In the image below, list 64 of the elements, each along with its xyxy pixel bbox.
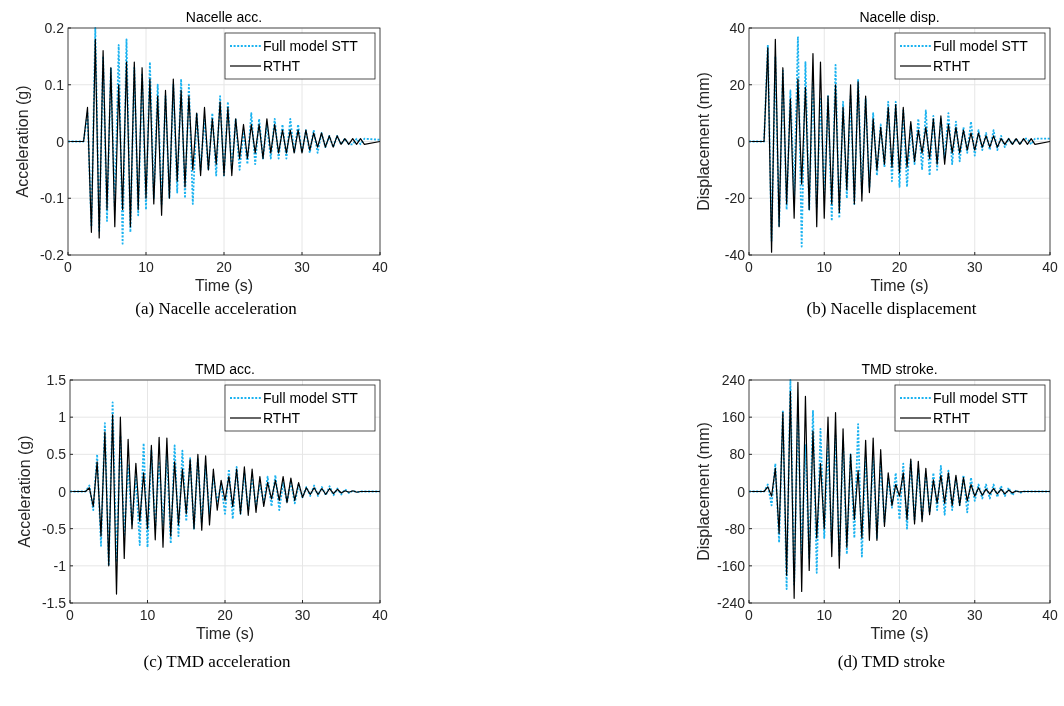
text: (c) TMD acceleration: [143, 652, 291, 671]
y-tick-label: -80: [724, 520, 746, 537]
x-tick-label: 40: [1042, 607, 1058, 623]
x-tick-label: 10: [139, 607, 156, 623]
y-tick-label: 0.1: [44, 76, 65, 93]
y-axis-title: Acceleration (g): [16, 435, 33, 548]
x-tick-label: 40: [1042, 259, 1058, 275]
x-tick-label: 10: [138, 259, 154, 275]
y-tick-label: 1.5: [46, 372, 67, 388]
x-tick-label: 30: [294, 259, 310, 275]
x-tick-label: 20: [891, 607, 908, 623]
legend-label: Full model STT: [263, 390, 359, 406]
y-tick-label: -1: [53, 557, 67, 574]
text: (a) Nacelle acceleration: [135, 299, 298, 318]
text: (d) TMD stroke: [837, 652, 946, 671]
y-tick-label: 0: [56, 133, 65, 150]
y-axis-title: Displacement (mm): [695, 72, 712, 211]
x-axis-title: Time (s): [870, 625, 929, 642]
y-tick-label: -0.5: [41, 520, 67, 537]
x-tick-label: 30: [294, 607, 311, 623]
text: (b) Nacelle displacement: [806, 299, 977, 318]
y-tick-label: -160: [716, 557, 746, 574]
y-tick-label: -240: [716, 595, 746, 611]
legend-label: RTHT: [263, 410, 301, 426]
legend-label: Full model STT: [263, 38, 359, 54]
y-tick-label: 0.2: [44, 20, 65, 36]
y-axis-title: Acceleration (g): [14, 85, 31, 198]
x-tick-label: 10: [816, 607, 833, 623]
y-tick-label: 0: [737, 133, 746, 150]
x-tick-label: 20: [891, 259, 908, 275]
chart-title: TMD acc.: [195, 361, 255, 377]
x-tick-label: 40: [372, 259, 388, 275]
y-tick-label: 0: [58, 483, 67, 500]
legend-label: Full model STT: [933, 390, 1029, 406]
y-tick-label: -0.2: [39, 247, 65, 263]
legend-label: Full model STT: [933, 38, 1029, 54]
legend-label: RTHT: [263, 58, 301, 74]
y-tick-label: 1: [58, 409, 67, 426]
x-tick-label: 40: [372, 607, 388, 623]
legend-label: RTHT: [933, 410, 971, 426]
y-tick-label: 0.5: [46, 446, 67, 463]
y-tick-label: 240: [721, 372, 746, 388]
x-tick-label: 20: [217, 607, 233, 623]
y-tick-label: -1.5: [41, 595, 67, 611]
x-axis-title: Time (s): [195, 625, 255, 642]
y-axis-title: Displacement (mm): [695, 422, 712, 561]
x-axis-title: Time (s): [870, 277, 929, 294]
x-axis-title: Time (s): [194, 277, 254, 294]
x-tick-label: 30: [966, 607, 983, 623]
y-tick-label: -20: [724, 190, 746, 207]
x-tick-label: 20: [216, 259, 232, 275]
chart-title: Nacelle disp.: [859, 9, 940, 25]
y-tick-label: -0.1: [39, 190, 65, 207]
y-tick-label: 0: [737, 483, 746, 500]
chart-title: TMD stroke.: [861, 361, 938, 377]
y-tick-label: 160: [721, 409, 746, 426]
legend-label: RTHT: [933, 58, 971, 74]
x-tick-label: 10: [816, 259, 833, 275]
y-tick-label: 20: [729, 76, 746, 93]
y-tick-label: -40: [724, 247, 746, 263]
y-tick-label: 80: [729, 446, 746, 463]
y-tick-label: 40: [729, 20, 746, 36]
x-tick-label: 30: [966, 259, 983, 275]
chart-title: Nacelle acc.: [185, 9, 263, 25]
